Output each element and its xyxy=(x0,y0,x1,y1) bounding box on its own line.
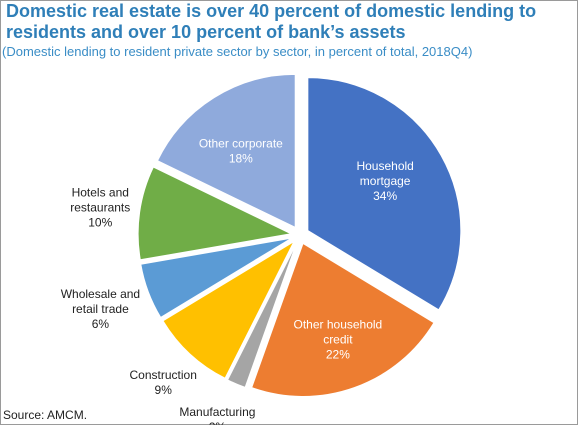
slice-value-label: 6% xyxy=(92,317,110,331)
slice-name-label: mortgage xyxy=(360,174,411,188)
pie-slice xyxy=(307,77,462,311)
pie-slice xyxy=(251,242,435,397)
slice-name-label: Wholesale and xyxy=(61,287,140,301)
pie-slice xyxy=(162,240,296,379)
slice-name-label: Hotels and xyxy=(72,186,129,200)
slice-label: Other household credit 22% xyxy=(294,318,383,362)
slice-label: Household mortgage 34% xyxy=(356,159,413,203)
slice-name-label: Household xyxy=(356,159,413,173)
slice-name-label: Other household xyxy=(294,318,383,332)
slice-name-label: Manufacturing xyxy=(179,405,255,419)
pie-slice xyxy=(137,166,293,261)
slice-name-label: credit xyxy=(323,333,353,347)
slice-value-label: 10% xyxy=(88,216,112,230)
pie-slice xyxy=(226,243,297,389)
slice-name-label: Other corporate xyxy=(199,136,283,150)
slice-value-label: 34% xyxy=(373,189,397,203)
slice-name-label: Construction xyxy=(130,368,197,382)
chart-title: Domestic real estate is over 40 percent … xyxy=(6,1,537,42)
slice-label: Wholesale and retail trade 6% xyxy=(61,287,140,331)
slice-value-label: 2% xyxy=(209,420,227,425)
source-note: Source: AMCM. xyxy=(3,408,88,422)
slice-label: Manufacturing2% xyxy=(179,405,255,425)
slice-label: Hotels and restaurants 10% xyxy=(70,186,130,230)
slice-name-label: retail trade xyxy=(72,302,129,316)
slice-label: Other corporate 18% xyxy=(199,136,283,165)
slice-value-label: 18% xyxy=(229,151,253,165)
slice-label: Construction 9% xyxy=(130,368,197,397)
chart-subtitle: (Domestic lending to resident private se… xyxy=(2,44,473,59)
pie-slice xyxy=(156,73,296,229)
slice-value-label: 9% xyxy=(155,383,173,397)
slice-value-label: 22% xyxy=(326,348,350,362)
pie-slice xyxy=(140,237,292,319)
slice-name-label: restaurants xyxy=(70,201,130,215)
